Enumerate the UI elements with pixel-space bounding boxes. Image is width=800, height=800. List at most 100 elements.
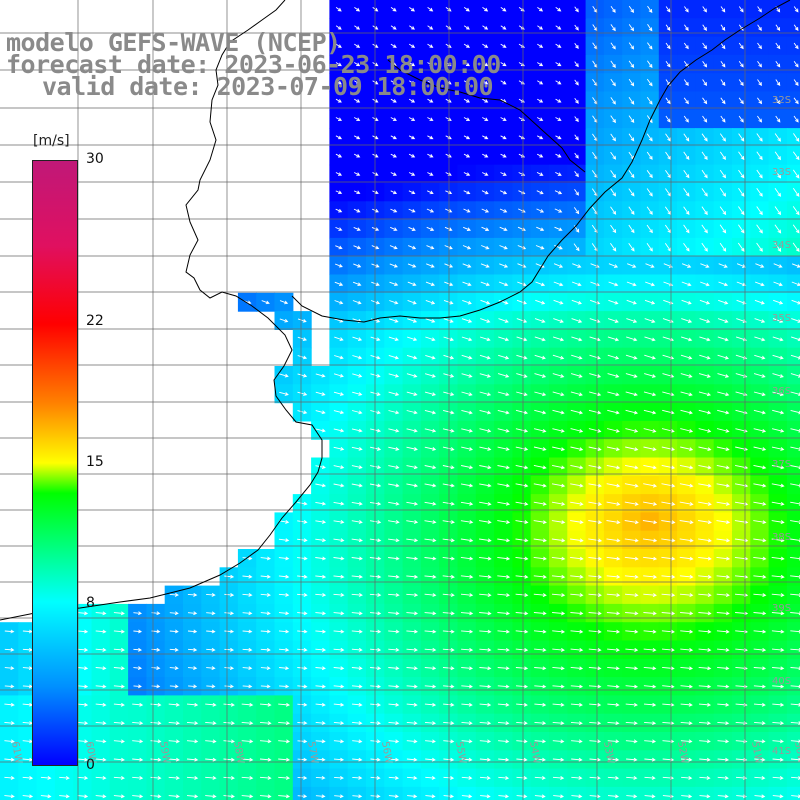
wind-arrow — [790, 520, 800, 525]
wind-arrow — [315, 556, 327, 561]
wind-arrow — [351, 501, 363, 506]
wind-arrow — [570, 684, 584, 689]
wind-arrow — [589, 354, 601, 360]
wind-arrow — [224, 647, 235, 652]
wind-arrow — [701, 151, 708, 160]
wind-arrow — [223, 757, 235, 762]
wind-arrow — [551, 520, 566, 525]
wind-arrow — [462, 299, 472, 305]
wind-arrow — [297, 629, 308, 634]
wind-arrow — [552, 611, 566, 616]
wind-arrow — [500, 7, 507, 12]
wind-arrow — [297, 373, 308, 378]
wind-arrow — [665, 42, 671, 50]
latitude-label: 39S — [772, 603, 791, 614]
wind-arrow — [610, 170, 617, 179]
wind-speed-cell — [164, 786, 184, 800]
wind-arrow — [625, 446, 639, 452]
wind-arrow — [792, 224, 800, 234]
wind-arrow — [683, 242, 690, 252]
wind-arrow — [406, 354, 418, 360]
wind-arrow — [206, 647, 216, 652]
wind-arrow — [698, 611, 712, 616]
wind-arrow — [390, 98, 397, 103]
wind-arrow — [516, 794, 528, 799]
wind-arrow — [772, 666, 785, 671]
wind-arrow — [644, 336, 656, 342]
wind-arrow — [242, 574, 253, 579]
wind-speed-cell — [18, 786, 38, 800]
wind-arrow — [205, 702, 217, 707]
wind-arrow — [442, 556, 455, 561]
wind-arrow — [354, 80, 361, 85]
wind-arrow — [643, 556, 658, 561]
wind-arrow — [224, 684, 234, 689]
wind-arrow — [461, 757, 473, 762]
wind-arrow — [188, 684, 198, 689]
wind-arrow — [606, 611, 621, 616]
wind-arrow — [352, 721, 363, 725]
wind-arrow — [279, 684, 290, 689]
wind-arrow — [570, 611, 584, 616]
wind-arrow — [205, 721, 217, 726]
latitude-label: 33S — [772, 167, 791, 178]
wind-speed-cell — [91, 786, 111, 800]
wind-arrow — [463, 208, 471, 213]
wind-arrow — [442, 446, 455, 451]
wind-arrow — [610, 5, 616, 13]
wind-arrow — [793, 133, 800, 142]
wind-arrow — [406, 556, 419, 561]
wind-arrow — [408, 62, 416, 67]
wind-arrow — [260, 556, 271, 561]
wind-arrow — [771, 428, 785, 433]
wind-arrow — [424, 538, 437, 543]
wind-arrow — [352, 794, 363, 799]
wind-arrow — [552, 666, 565, 671]
wind-arrow — [351, 410, 363, 415]
wind-arrow — [315, 428, 326, 433]
wind-speed-cell — [366, 786, 385, 800]
wind-arrow — [643, 409, 657, 415]
wind-arrow — [555, 171, 562, 176]
wind-arrow — [443, 776, 455, 780]
wind-arrow — [698, 629, 712, 634]
wind-arrow — [555, 25, 562, 30]
wind-arrow — [497, 648, 510, 652]
wind-arrow — [95, 611, 107, 616]
wind-arrow — [644, 299, 656, 305]
wind-arrow — [462, 263, 472, 268]
wind-arrow — [534, 409, 547, 415]
wind-arrow — [683, 151, 690, 160]
wind-arrow — [555, 135, 562, 140]
wind-speed-cell — [786, 366, 800, 385]
wind-arrow — [444, 281, 454, 287]
wind-arrow — [793, 79, 799, 86]
wind-arrow — [77, 757, 89, 762]
wind-arrow — [408, 208, 416, 213]
wind-arrow — [738, 188, 745, 197]
wind-arrow — [113, 739, 125, 744]
wind-arrow — [242, 593, 253, 597]
wind-arrow — [406, 483, 419, 488]
wind-arrow — [680, 336, 693, 342]
wind-arrow — [700, 263, 710, 268]
wind-arrow — [716, 446, 730, 452]
wind-arrow — [624, 574, 639, 579]
wind-arrow — [756, 242, 763, 252]
wind-arrow — [95, 666, 107, 671]
wind-arrow — [4, 666, 15, 671]
wind-arrow — [479, 391, 492, 397]
wind-arrow — [463, 62, 470, 67]
wind-arrow — [588, 593, 602, 598]
wind-arrow — [498, 336, 510, 342]
wind-arrow — [259, 776, 272, 780]
wind-arrow — [701, 188, 708, 197]
wind-arrow — [625, 409, 639, 415]
wind-arrow — [390, 117, 397, 121]
wind-arrow — [408, 190, 416, 195]
wind-speed-cell — [786, 0, 800, 19]
wind-speed-cell — [786, 54, 800, 74]
wind-arrow — [424, 629, 437, 634]
wind-arrow — [390, 172, 397, 176]
wind-arrow — [481, 226, 490, 231]
